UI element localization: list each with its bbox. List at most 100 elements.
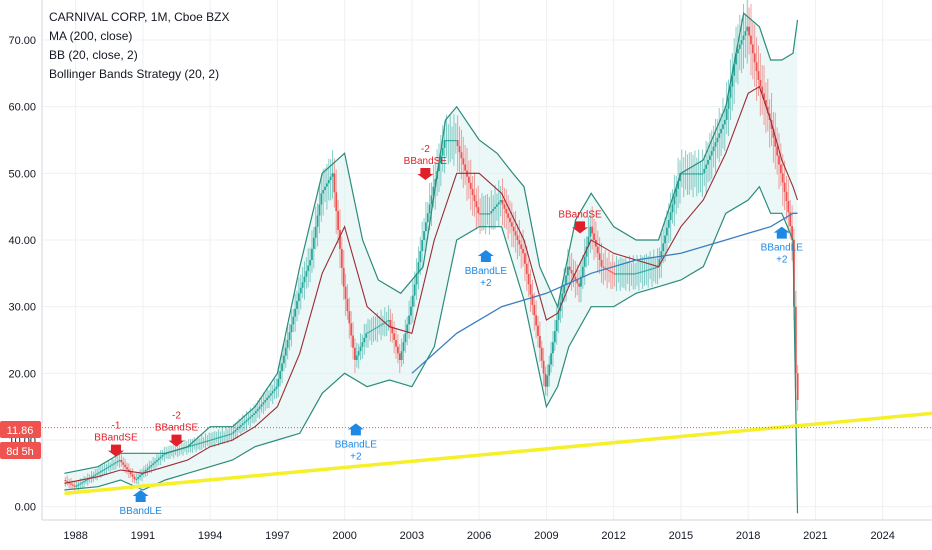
candle-body <box>268 395 270 398</box>
candle-body <box>641 271 644 273</box>
candle-body <box>791 226 793 240</box>
candle-body <box>240 425 242 427</box>
candle-body <box>722 124 724 129</box>
bb-fill-area <box>64 13 798 514</box>
candle-body <box>570 270 573 274</box>
candle-body <box>90 476 93 478</box>
candle-body <box>438 163 440 172</box>
bollinger-band-fill <box>64 13 798 514</box>
short-signal-label-0: BBandSE <box>94 433 138 444</box>
candle-body <box>522 248 524 254</box>
candle-body <box>85 480 87 482</box>
candle-body <box>70 483 72 485</box>
candle-body <box>598 253 601 260</box>
candle-body <box>137 477 140 479</box>
candle-body <box>105 467 108 469</box>
legend-ma[interactable]: MA (200, close) <box>49 29 133 43</box>
candle-body <box>393 333 396 340</box>
candle-body <box>202 441 205 443</box>
candle-body <box>333 173 336 193</box>
indicator-lines <box>42 12 932 514</box>
legend-strategy[interactable]: Bollinger Bands Strategy (20, 2) <box>49 67 220 81</box>
candle-body <box>249 416 252 419</box>
candle-body <box>576 280 579 284</box>
candle-body <box>475 201 478 208</box>
candle-body <box>339 230 341 249</box>
candle-body <box>197 443 199 445</box>
candle-body <box>269 393 272 396</box>
candle-body <box>733 64 736 76</box>
candle-body <box>292 316 295 325</box>
candle-body <box>621 273 623 275</box>
long-signal-arrow-7 <box>773 226 790 239</box>
y-tick-label-5: 50.00 <box>8 168 36 180</box>
candle-body <box>753 53 756 63</box>
candle-body <box>510 222 513 227</box>
candle-body <box>413 284 416 296</box>
candle-body <box>514 231 517 236</box>
candle-body <box>481 213 483 215</box>
candle-body <box>467 176 470 183</box>
candle-body <box>141 473 143 476</box>
candle-body <box>634 273 637 275</box>
candle-body <box>699 173 702 175</box>
candle-body <box>587 236 590 247</box>
candle-body <box>710 151 713 156</box>
candle-body <box>447 140 450 142</box>
candle-body <box>729 86 732 98</box>
candle-body <box>159 456 162 459</box>
candle-body <box>107 466 110 468</box>
candle-body <box>609 271 612 273</box>
candle-body <box>200 442 203 444</box>
candle-body <box>228 433 231 436</box>
candle-body <box>512 226 515 232</box>
candle-body <box>501 200 504 205</box>
candle-body <box>81 482 84 484</box>
bb-basis-line <box>64 85 799 484</box>
candle-body <box>473 195 476 202</box>
candle-body <box>778 155 780 165</box>
candle-body <box>658 258 661 267</box>
candle-body <box>624 273 627 275</box>
ma-200-line <box>411 212 798 374</box>
candle-body <box>406 324 409 334</box>
candle-body <box>309 260 311 266</box>
candle-body <box>400 351 403 360</box>
candle-body <box>361 342 364 347</box>
candle-body <box>688 173 691 175</box>
last-price-badge <box>0 421 41 438</box>
candle-body <box>779 164 782 174</box>
candle-body <box>258 406 261 409</box>
candle-body <box>443 140 446 148</box>
candle-body <box>494 206 496 209</box>
candle-body <box>234 430 237 432</box>
x-tick-label-11: 2021 <box>803 530 827 542</box>
candle-body <box>471 188 474 195</box>
legend-symbol[interactable]: CARNIVAL CORP, 1M, Cboe BZX <box>49 10 230 24</box>
candle-body <box>520 244 523 249</box>
candle-body <box>245 420 248 422</box>
candle-body <box>279 371 282 379</box>
candle-body <box>718 133 721 138</box>
bb-upper-line <box>64 12 799 474</box>
candle-body <box>114 462 117 464</box>
candle-body <box>533 304 536 316</box>
time-axis[interactable]: 1988 1991 1994 1997 2000 2003 2006 2009 2012 2015… <box>42 519 932 542</box>
candle-body <box>101 470 104 472</box>
candle-body <box>236 428 239 430</box>
candle-body <box>215 437 218 439</box>
legend-bb[interactable]: BB (20, close, 2) <box>49 48 138 62</box>
candle-body <box>583 256 586 267</box>
x-tick-label-0: 1988 <box>63 530 87 542</box>
candle-body <box>725 108 728 120</box>
candle-body <box>398 353 401 360</box>
candle-body <box>572 273 575 277</box>
candle-body <box>608 270 610 272</box>
y-tick-label-6: 60.00 <box>8 102 36 114</box>
candle-body <box>305 271 308 277</box>
candle-body <box>198 442 201 444</box>
candle-body <box>111 464 113 466</box>
candle-body <box>619 273 622 275</box>
